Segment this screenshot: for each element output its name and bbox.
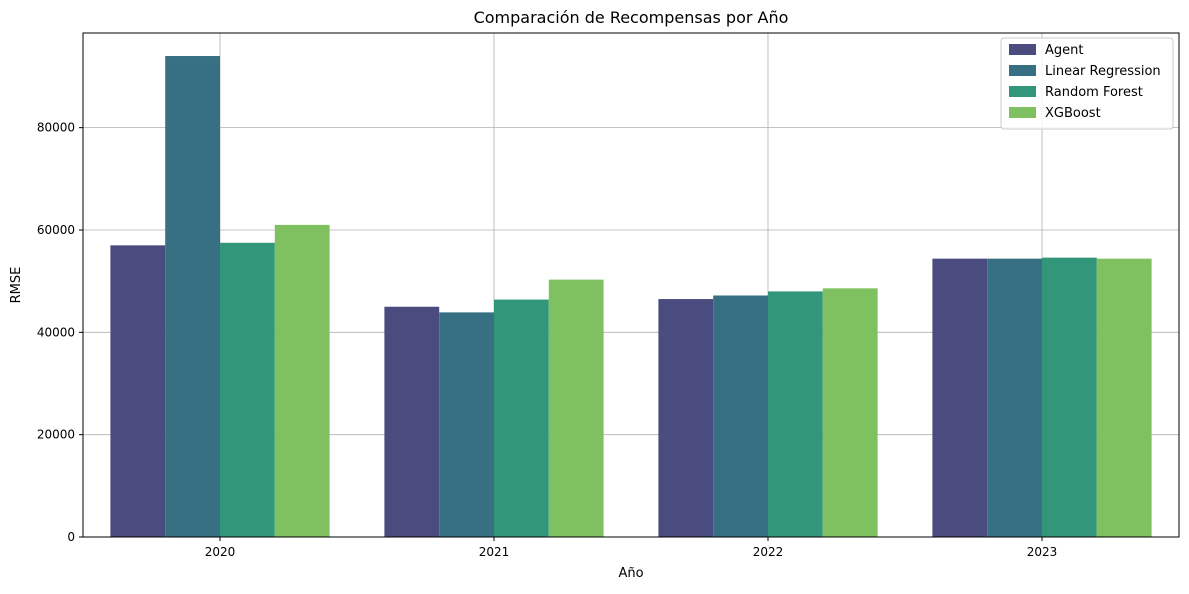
- legend-box: [1000, 37, 1174, 130]
- bar: [987, 258, 1042, 537]
- bar: [713, 295, 768, 537]
- bar: [822, 288, 878, 537]
- y-tick-label: 80000: [37, 121, 75, 135]
- legend-label: Random Forest: [1045, 85, 1143, 100]
- legend-swatch: [1009, 107, 1036, 118]
- y-tick-label: 0: [67, 530, 75, 544]
- bar: [220, 242, 275, 537]
- bar: [1042, 257, 1097, 537]
- chart-title: Comparación de Recompensas por Año: [474, 8, 789, 27]
- bars-layer: [110, 56, 1152, 537]
- x-tick-label: 2020: [205, 545, 236, 559]
- y-axis-label: RMSE: [9, 267, 24, 304]
- y-tick-label: 40000: [37, 325, 75, 339]
- bar: [384, 306, 440, 537]
- x-tick-label: 2023: [1027, 545, 1058, 559]
- x-tick-label: 2022: [753, 545, 784, 559]
- bar: [1096, 258, 1152, 537]
- x-tick-label: 2021: [479, 545, 510, 559]
- bar: [932, 258, 988, 537]
- bar: [110, 245, 166, 537]
- legend: Agent Linear Regression Random Forest XGBoo…: [1000, 37, 1174, 130]
- x-axis-label: Año: [618, 566, 643, 581]
- bar: [165, 56, 220, 537]
- legend-label: Linear Regression: [1045, 64, 1161, 79]
- legend-label: XGBoost: [1045, 106, 1101, 121]
- plot-frame: [82, 32, 1180, 538]
- y-tick-label: 60000: [37, 223, 75, 237]
- y-tick-label: 20000: [37, 428, 75, 442]
- bar: [494, 299, 549, 537]
- bar: [439, 312, 494, 537]
- bar: [658, 299, 714, 537]
- legend-swatch: [1009, 65, 1036, 76]
- legend-swatch: [1009, 86, 1036, 97]
- bar: [768, 291, 823, 537]
- legend-swatch: [1009, 44, 1036, 55]
- legend-label: Agent: [1045, 43, 1083, 58]
- ticks-layer: 0 20000 40000 60000 80000 2020 2021 2022 2023: [37, 121, 1057, 559]
- bar: [274, 224, 330, 537]
- bar: [548, 279, 604, 537]
